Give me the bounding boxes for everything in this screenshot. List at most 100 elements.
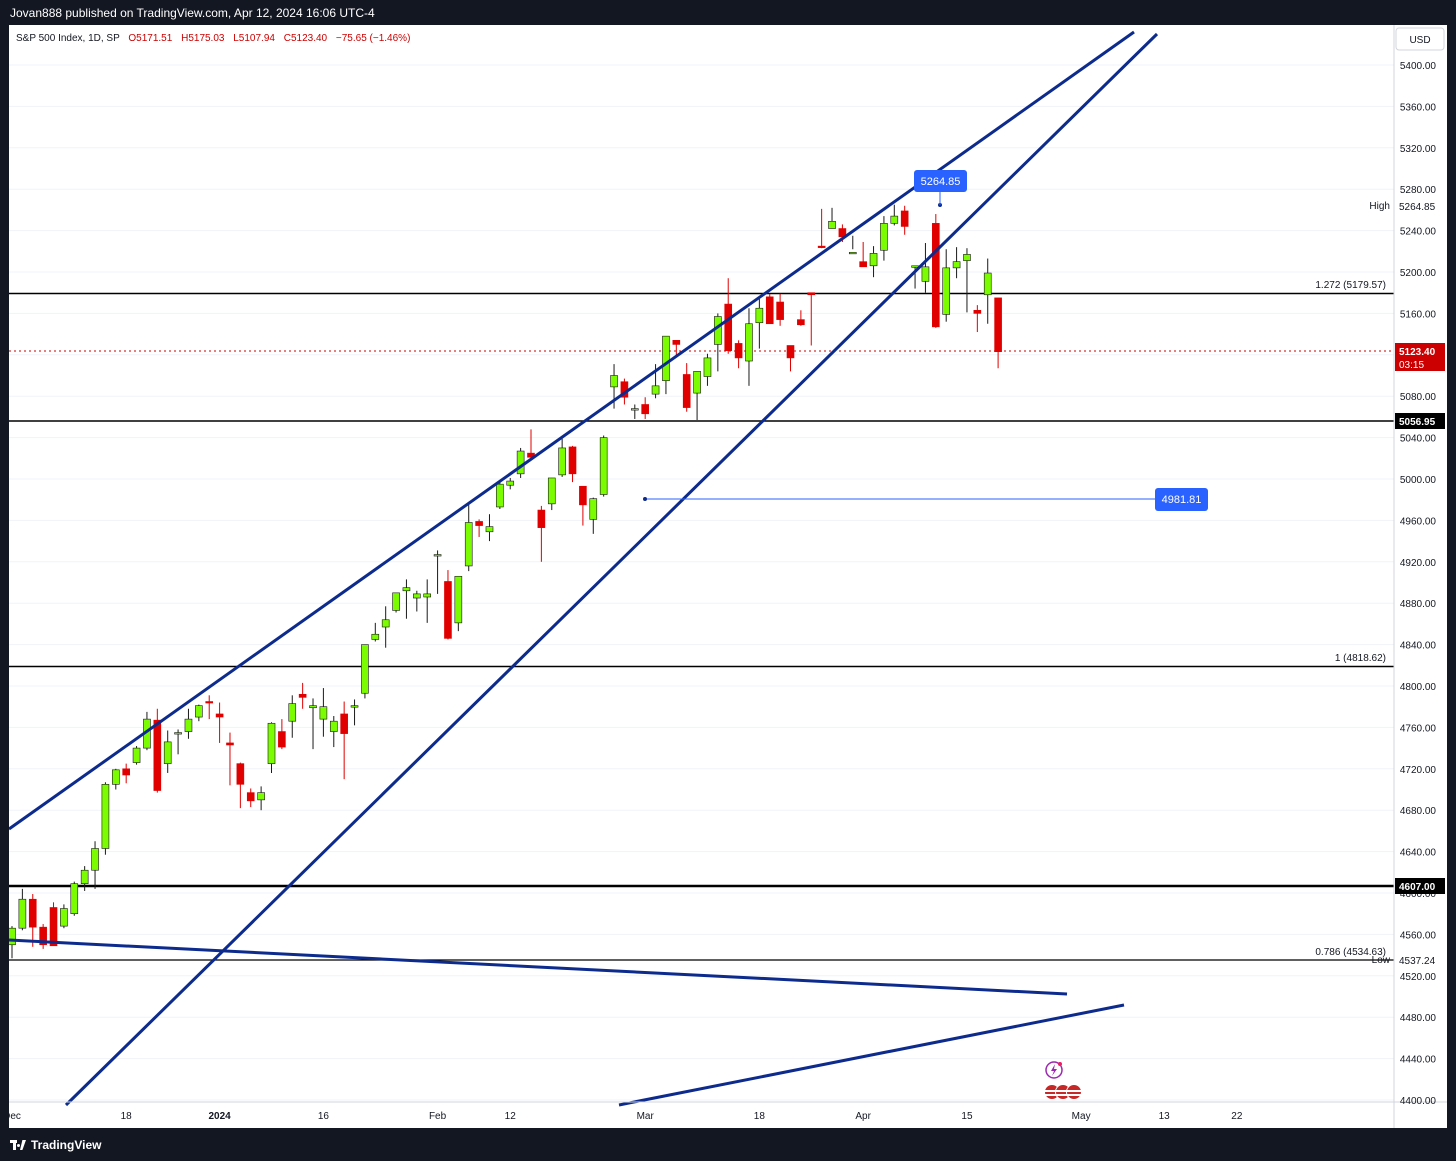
candle-body <box>298 693 307 698</box>
price-tick-label: 5360.00 <box>1400 102 1437 113</box>
time-tick-label: 2024 <box>208 1111 231 1122</box>
price-tick-label: 5040.00 <box>1400 434 1437 445</box>
candle-body <box>973 309 982 314</box>
candle <box>215 702 224 743</box>
high-callout[interactable]: 5264.85 <box>914 170 967 192</box>
candle-body <box>28 898 37 928</box>
tradingview-brand: TradingView <box>31 1138 102 1152</box>
candle-body <box>49 907 58 947</box>
low-value: 4537.24 <box>1399 956 1436 967</box>
level-4607-badge: 4607.00 <box>1395 878 1445 894</box>
last-price-value: 5123.40 <box>1399 347 1436 358</box>
currency-selector[interactable]: USD <box>1395 27 1445 51</box>
low-label: Low <box>1372 955 1391 966</box>
high-value: 5264.85 <box>1399 202 1436 213</box>
legend-change: −75.65 (−1.46%) <box>336 33 411 44</box>
trendlines <box>8 30 1159 1107</box>
price-tick-label: 5240.00 <box>1400 227 1437 238</box>
time-tick-label: 12 <box>505 1111 517 1122</box>
support-ray-anchor[interactable] <box>643 497 647 501</box>
ascending-trendline[interactable] <box>618 1003 1125 1107</box>
candle-body <box>724 303 733 351</box>
level-5056-value: 5056.95 <box>1399 417 1436 428</box>
candle-body <box>994 297 1002 352</box>
fib-1-label: 1 (4818.62) <box>1335 653 1386 664</box>
symbol-legend[interactable]: S&P 500 Index, 1D, SP O5171.51 H5175.03 … <box>16 33 410 44</box>
high-callout-label: 5264.85 <box>921 176 961 188</box>
candle <box>70 881 79 916</box>
candle-body <box>112 769 120 785</box>
candle <box>963 248 971 313</box>
candle-body <box>80 869 89 884</box>
price-chart[interactable]: 5264.85 4981.81 1.272 (5179.57) 1 (4818.… <box>0 25 1447 1128</box>
candle <box>859 241 867 268</box>
candle-body <box>963 254 971 261</box>
price-tick-label: 4560.00 <box>1400 930 1437 941</box>
candle-body <box>39 926 47 946</box>
candle-body <box>485 526 494 533</box>
candle-body <box>651 385 660 395</box>
candle-body <box>433 554 442 557</box>
candle <box>672 340 681 357</box>
footer-bar: TradingView <box>0 1130 1456 1161</box>
channel-lower-line[interactable] <box>64 32 1159 1107</box>
price-scale[interactable]: 4400.00 4440.00 4480.00 4520.00 4560.00 4600.… <box>1400 61 1437 1107</box>
candle-body <box>745 323 753 362</box>
chart-area[interactable]: 5264.85 4981.81 1.272 (5179.57) 1 (4818.… <box>0 25 1447 1128</box>
tradingview-logo[interactable]: TradingView <box>10 1138 101 1152</box>
candle <box>309 698 317 750</box>
legend-symbol: S&P 500 Index, 1D, SP <box>16 33 120 44</box>
descending-trendline[interactable] <box>8 938 1068 996</box>
candle <box>132 746 141 765</box>
price-grid <box>9 64 1394 1101</box>
candle <box>807 292 816 346</box>
candle-body <box>392 592 400 611</box>
level-4607-value: 4607.00 <box>1399 882 1436 893</box>
publish-info: Jovan888 published on TradingView.com, A… <box>10 6 375 20</box>
price-tick-label: 4520.00 <box>1400 972 1437 983</box>
candle <box>91 841 99 889</box>
candle-body <box>693 371 701 394</box>
candle-body <box>589 498 598 520</box>
candle-body <box>807 292 816 296</box>
candle <box>516 447 525 478</box>
candle-body <box>776 301 784 320</box>
support-callout[interactable]: 4981.81 <box>1155 488 1208 511</box>
event-icons[interactable] <box>1044 1061 1083 1100</box>
candle <box>485 514 494 542</box>
candle-body <box>402 587 411 592</box>
candle <box>205 695 214 720</box>
candle <box>786 345 795 372</box>
candle <box>184 708 193 739</box>
candle-body <box>288 703 297 722</box>
candle-body <box>18 898 27 929</box>
candle <box>288 695 297 738</box>
candle <box>371 622 380 642</box>
candle <box>942 249 951 322</box>
candle <box>817 208 826 249</box>
candle <box>226 732 234 786</box>
price-tick-label: 4400.00 <box>1400 1096 1437 1107</box>
candle-body <box>361 644 369 694</box>
candle <box>890 204 899 226</box>
time-scale[interactable]: Dec 18 2024 16 Feb 12 Mar 18 Apr 15 May 13 22 <box>3 1111 1243 1122</box>
candle-body <box>734 343 743 359</box>
low-marker: Low 4537.24 <box>1372 951 1447 968</box>
candle <box>558 438 566 477</box>
high-label: High <box>1369 201 1390 212</box>
candle-body <box>537 509 546 528</box>
candle <box>444 570 452 640</box>
candle <box>413 590 421 612</box>
candle-body <box>215 713 224 718</box>
candle <box>381 606 390 648</box>
candle-body <box>309 705 317 709</box>
last-price-badge: 5123.40 03:15 <box>1395 343 1445 371</box>
candle <box>101 782 110 855</box>
candle-body <box>932 223 940 328</box>
candle <box>900 205 909 235</box>
us-flag-events-icon[interactable] <box>1044 1084 1083 1100</box>
currency-label: USD <box>1409 35 1430 46</box>
channel-upper-line[interactable] <box>8 30 1135 831</box>
price-tick-label: 5080.00 <box>1400 392 1437 403</box>
candlestick-series <box>0 204 1002 959</box>
